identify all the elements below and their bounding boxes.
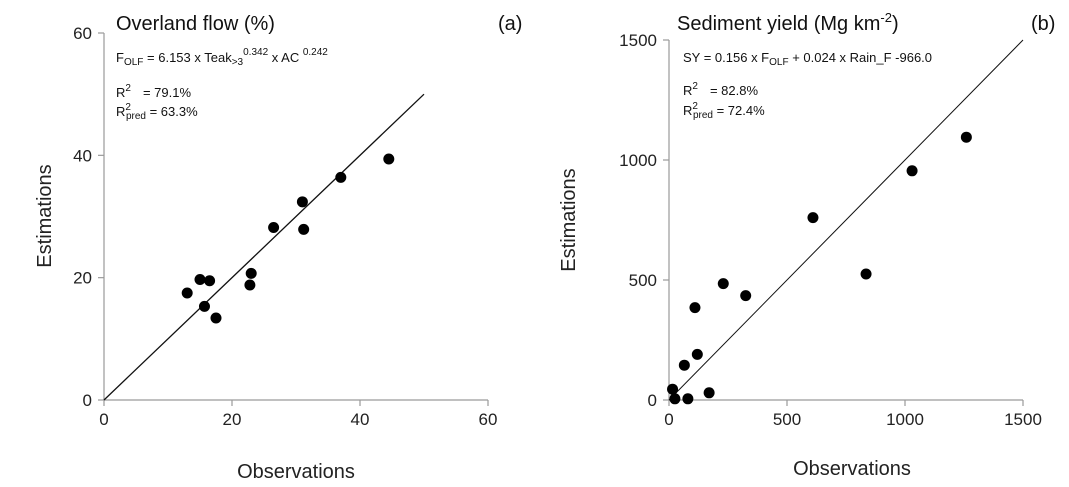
x-tick-label: 1000 [886, 410, 924, 429]
data-point [210, 312, 222, 324]
chart-title: Overland flow (%) [116, 13, 275, 35]
x-axis-label: Observations [793, 458, 911, 480]
chart-panel-b: 0 500 1000 1500 0 500 1000 1500 Sediment yield … [558, 10, 1055, 480]
data-point [860, 268, 872, 280]
data-point [335, 171, 347, 183]
x-tick-label: 20 [223, 410, 242, 429]
data-point [667, 383, 679, 395]
y-tick-label: 1500 [619, 31, 657, 50]
fit-line [668, 39, 1024, 401]
chart-title: Sediment yield (Mg km-2) [677, 10, 899, 35]
data-point [194, 274, 206, 286]
y-axis-label: Estimations [558, 168, 580, 271]
x-tick-label: 1500 [1004, 410, 1042, 429]
panel-label: (b) [1031, 13, 1055, 35]
y-tick-label: 40 [73, 146, 92, 165]
equation: FOLF = 6.153 x Teak>30.342 x AC 0.242 [116, 47, 328, 68]
data-point [682, 393, 694, 405]
data-point [244, 279, 256, 291]
data-point [383, 153, 395, 165]
data-point [296, 196, 308, 208]
r-squared-pred: R2 pred = 63.3% [116, 102, 198, 122]
data-point [198, 300, 210, 312]
r-squared-pred: R2 pred = 72.4% [683, 101, 765, 121]
y-tick-label: 1000 [619, 151, 657, 170]
data-point [960, 131, 972, 143]
fit-line [103, 93, 425, 401]
data-point [807, 212, 819, 224]
y-axis-label: Estimations [34, 164, 56, 267]
x-tick-label: 40 [351, 410, 370, 429]
data-point [298, 223, 310, 235]
y-tick-label: 60 [73, 24, 92, 43]
data-point [689, 302, 701, 314]
data-point [717, 278, 729, 290]
x-tick-label: 0 [664, 410, 673, 429]
y-tick-label: 0 [83, 391, 92, 410]
data-point [678, 359, 690, 371]
y-tick-label: 0 [648, 391, 657, 410]
r-squared: R2 = 82.8% [683, 81, 758, 98]
y-tick-label: 20 [73, 269, 92, 288]
data-point [204, 275, 216, 287]
data-point [669, 393, 681, 405]
panel-label: (a) [498, 13, 522, 35]
data-point [268, 222, 280, 234]
data-point [181, 287, 193, 299]
data-point [245, 267, 257, 279]
x-tick-label: 60 [479, 410, 498, 429]
x-tick-label: 0 [99, 410, 108, 429]
x-tick-label: 500 [773, 410, 801, 429]
y-tick-label: 500 [629, 271, 657, 290]
data-point [906, 165, 918, 177]
r-squared: R2 = 79.1% [116, 83, 191, 100]
data-point [691, 348, 703, 360]
data-point [703, 387, 715, 399]
x-axis-label: Observations [237, 461, 355, 483]
chart-panel-a: 0 20 40 60 0 20 40 60 Overland flow (%) (a) FOL… [34, 13, 522, 483]
data-point [740, 290, 752, 302]
equation: SY = 0.156 x FOLF + 0.024 x Rain_F -966.… [683, 50, 932, 68]
